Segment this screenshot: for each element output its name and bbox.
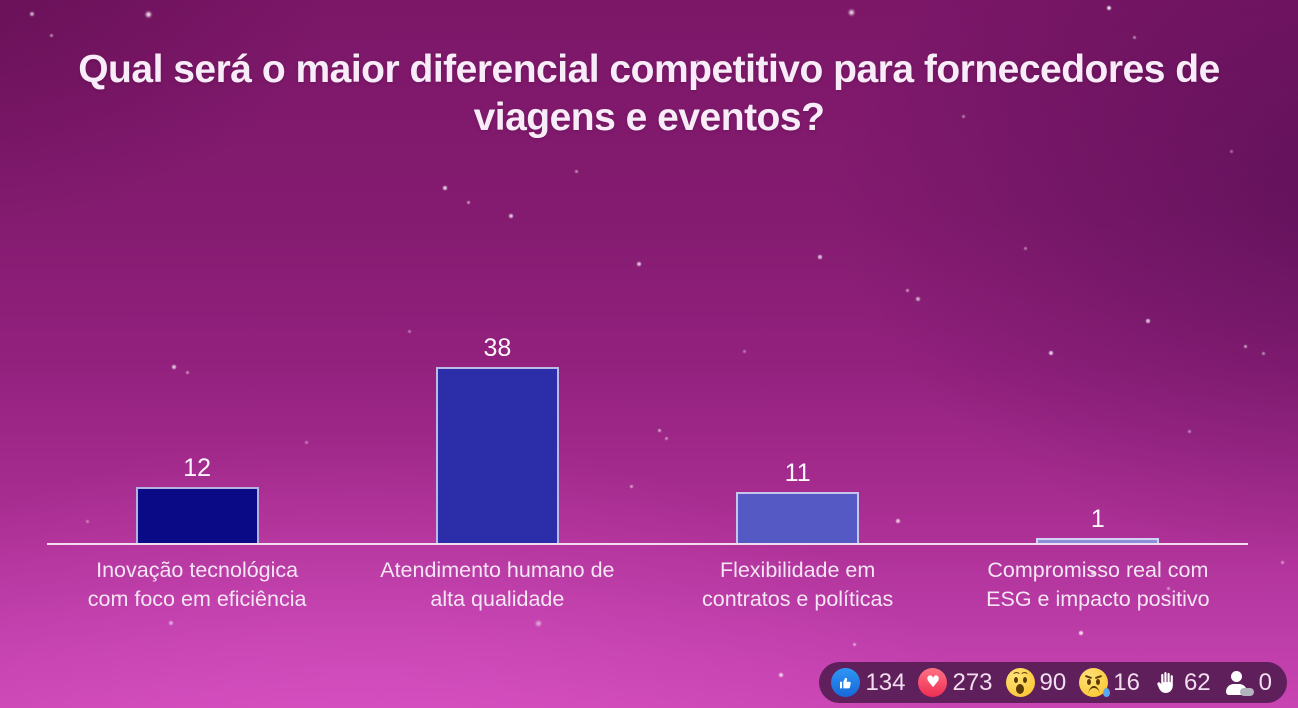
bar [736, 492, 860, 543]
star-sparkle [818, 255, 822, 259]
bar [1036, 538, 1160, 543]
star-sparkle [1230, 150, 1233, 153]
person-icon [1224, 669, 1254, 697]
star-sparkle [467, 201, 470, 204]
category-label-line: Atendimento humano de [380, 558, 615, 582]
thumbs-up-icon [831, 668, 861, 697]
bar-column: 11 [648, 461, 948, 543]
category-label-line: alta qualidade [430, 586, 565, 611]
bar [435, 367, 559, 543]
star-sparkle [1262, 352, 1265, 355]
poll-question-title: Qual será o maior diferencial competitiv… [78, 48, 1220, 139]
bar-column: 12 [47, 456, 347, 543]
reaction-count: 16 [1113, 668, 1140, 696]
category-label-line: Inovação tecnológica [96, 558, 299, 582]
category-label: Inovação tecnológica com foco em eficiênc… [47, 556, 347, 613]
reactions-bar: 134 ♥ 273 90 16 62 0 [819, 662, 1287, 703]
star-sparkle [637, 262, 641, 266]
raised-hand-icon [1153, 670, 1179, 696]
bar-value-label: 11 [784, 459, 811, 487]
category-label: Flexibilidade em contratos e políticas [648, 556, 948, 613]
reaction-raised-hand[interactable]: 62 [1153, 670, 1211, 696]
bar-value-label: 12 [183, 454, 212, 482]
star-sparkle [169, 621, 173, 625]
star-sparkle [30, 12, 34, 16]
star-sparkle [1281, 561, 1284, 564]
star-sparkle [1079, 631, 1083, 635]
bar-value-label: 1 [1090, 505, 1105, 533]
category-label: Compromisso real com ESG e impacto positi… [948, 556, 1248, 613]
category-label-line: Compromisso real com [987, 558, 1209, 582]
star-sparkle [443, 186, 447, 190]
star-sparkle [1133, 36, 1136, 39]
reaction-thumbs-up[interactable]: 134 [831, 668, 905, 697]
star-sparkle [536, 621, 541, 626]
reaction-sad-face[interactable]: 16 [1079, 668, 1140, 697]
star-sparkle [849, 10, 854, 15]
star-sparkle [1024, 247, 1027, 250]
bar-chart: 12 38 11 1 Inovação tecnológica com foco em … [47, 333, 1248, 613]
heart-icon: ♥ [918, 668, 948, 697]
bar-column: 38 [347, 336, 647, 543]
reaction-count: 0 [1258, 668, 1272, 696]
star-sparkle [146, 12, 151, 17]
chart-baseline [47, 543, 1248, 545]
star-sparkle [509, 214, 513, 218]
bar [135, 487, 259, 543]
star-sparkle [853, 643, 856, 646]
wow-face-icon [1005, 668, 1035, 697]
star-sparkle [1107, 6, 1111, 10]
star-sparkle [906, 289, 909, 292]
star-sparkle [50, 34, 53, 37]
star-sparkle [916, 297, 920, 301]
star-sparkle [1146, 319, 1150, 323]
bar-column: 1 [948, 507, 1248, 543]
reaction-count: 134 [865, 668, 906, 696]
sad-face-icon [1079, 668, 1111, 697]
reaction-count: 273 [952, 668, 993, 696]
category-label-line: com foco em eficiência [87, 586, 307, 611]
reaction-wow-face[interactable]: 90 [1005, 668, 1067, 697]
bar-value-label: 38 [483, 334, 512, 362]
chart-category-labels: Inovação tecnológica com foco em eficiênc… [47, 556, 1248, 613]
reaction-count: 90 [1039, 668, 1067, 696]
reaction-person[interactable]: 0 [1224, 669, 1272, 697]
category-label: Atendimento humano de alta qualidade [347, 556, 647, 613]
category-label-line: Flexibilidade em [719, 558, 876, 582]
category-label-line: contratos e políticas [702, 586, 894, 611]
reaction-heart[interactable]: ♥ 273 [918, 668, 993, 697]
category-label-line: ESG e impacto positivo [986, 586, 1210, 611]
reaction-count: 62 [1183, 668, 1211, 696]
star-sparkle [779, 673, 783, 677]
bar-chart-plot-area: 12 38 11 1 [47, 333, 1248, 543]
star-sparkle [575, 170, 578, 173]
